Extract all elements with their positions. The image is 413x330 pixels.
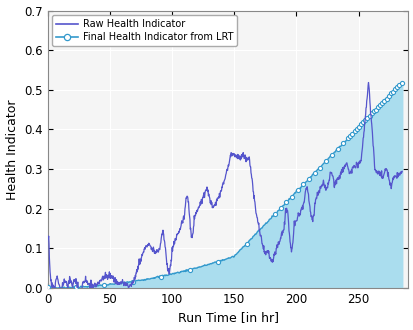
Y-axis label: Health Indicator: Health Indicator	[5, 99, 19, 200]
Legend: Raw Health Indicator, Final Health Indicator from LRT: Raw Health Indicator, Final Health Indic…	[52, 16, 236, 46]
X-axis label: Run Time [in hr]: Run Time [in hr]	[177, 312, 278, 324]
